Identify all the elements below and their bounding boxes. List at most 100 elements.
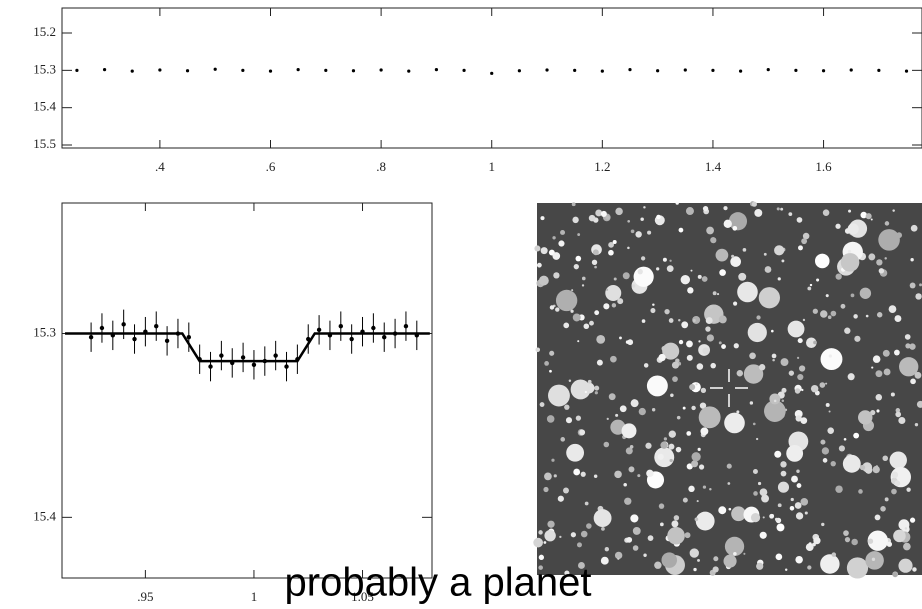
star <box>794 502 802 509</box>
target-crosshair <box>710 369 748 407</box>
star <box>579 429 586 436</box>
star <box>663 437 668 441</box>
star <box>613 277 617 281</box>
star <box>781 259 785 263</box>
star <box>570 379 591 400</box>
star <box>646 375 668 397</box>
star <box>797 338 803 344</box>
star <box>771 329 774 333</box>
star <box>698 464 705 470</box>
star <box>625 447 633 455</box>
star <box>622 272 630 280</box>
star <box>538 554 545 560</box>
star <box>619 405 627 413</box>
star <box>662 257 667 262</box>
star <box>843 530 849 536</box>
star <box>538 530 543 535</box>
star <box>691 460 699 468</box>
star <box>800 498 809 506</box>
star <box>647 535 654 542</box>
star <box>630 399 639 408</box>
star <box>635 231 642 238</box>
star <box>835 273 842 280</box>
star <box>660 522 664 527</box>
star <box>637 474 641 478</box>
point <box>284 364 289 369</box>
star <box>570 309 574 313</box>
star <box>632 526 641 535</box>
star <box>678 319 681 322</box>
star <box>795 555 803 564</box>
star <box>603 303 610 310</box>
star <box>789 506 795 511</box>
star <box>601 527 605 531</box>
star <box>903 542 911 551</box>
star <box>588 214 596 222</box>
star <box>821 447 830 455</box>
star <box>534 245 541 252</box>
star <box>890 392 895 397</box>
star <box>713 556 719 562</box>
star <box>743 552 746 555</box>
star <box>830 460 836 467</box>
point <box>794 68 798 72</box>
point <box>821 69 826 73</box>
star <box>758 364 766 371</box>
star <box>822 209 830 216</box>
star <box>847 249 852 254</box>
star <box>712 291 717 296</box>
star <box>752 422 756 426</box>
plot-frame <box>61 202 433 579</box>
point <box>434 68 439 72</box>
star <box>777 503 782 508</box>
star <box>576 542 582 548</box>
plot-frame <box>61 7 922 149</box>
star <box>802 232 810 240</box>
star <box>608 393 616 401</box>
x-tick-label: 1.6 <box>815 159 832 174</box>
star <box>891 471 899 479</box>
star <box>564 570 570 576</box>
star <box>805 543 814 552</box>
star <box>809 283 813 287</box>
star <box>875 370 883 378</box>
y-tick-label: 15.5 <box>33 136 56 151</box>
star <box>718 506 727 515</box>
star <box>660 441 668 449</box>
star <box>774 517 779 522</box>
star <box>831 552 837 557</box>
x-tick-label: 1 <box>251 589 258 604</box>
star <box>893 529 906 543</box>
star <box>909 517 916 523</box>
star <box>685 207 694 216</box>
star <box>825 382 828 385</box>
star <box>859 287 872 299</box>
star <box>828 354 832 358</box>
star <box>754 208 763 217</box>
star <box>876 312 883 318</box>
star <box>812 308 818 314</box>
star <box>791 475 798 483</box>
star <box>847 373 855 381</box>
star <box>672 376 678 382</box>
point <box>573 68 577 72</box>
star <box>654 447 675 468</box>
star <box>904 527 908 530</box>
star <box>580 530 588 538</box>
star <box>587 379 592 384</box>
star <box>631 284 636 288</box>
star <box>552 252 561 260</box>
star <box>780 461 787 468</box>
star <box>820 554 840 574</box>
star <box>780 358 789 367</box>
point <box>240 355 246 360</box>
star <box>716 293 720 296</box>
star <box>775 553 783 561</box>
star <box>719 269 726 276</box>
star <box>673 515 680 521</box>
star <box>910 224 918 232</box>
star <box>721 344 726 349</box>
x-tick-label: .6 <box>266 159 276 174</box>
star <box>751 201 757 207</box>
star <box>853 432 860 439</box>
